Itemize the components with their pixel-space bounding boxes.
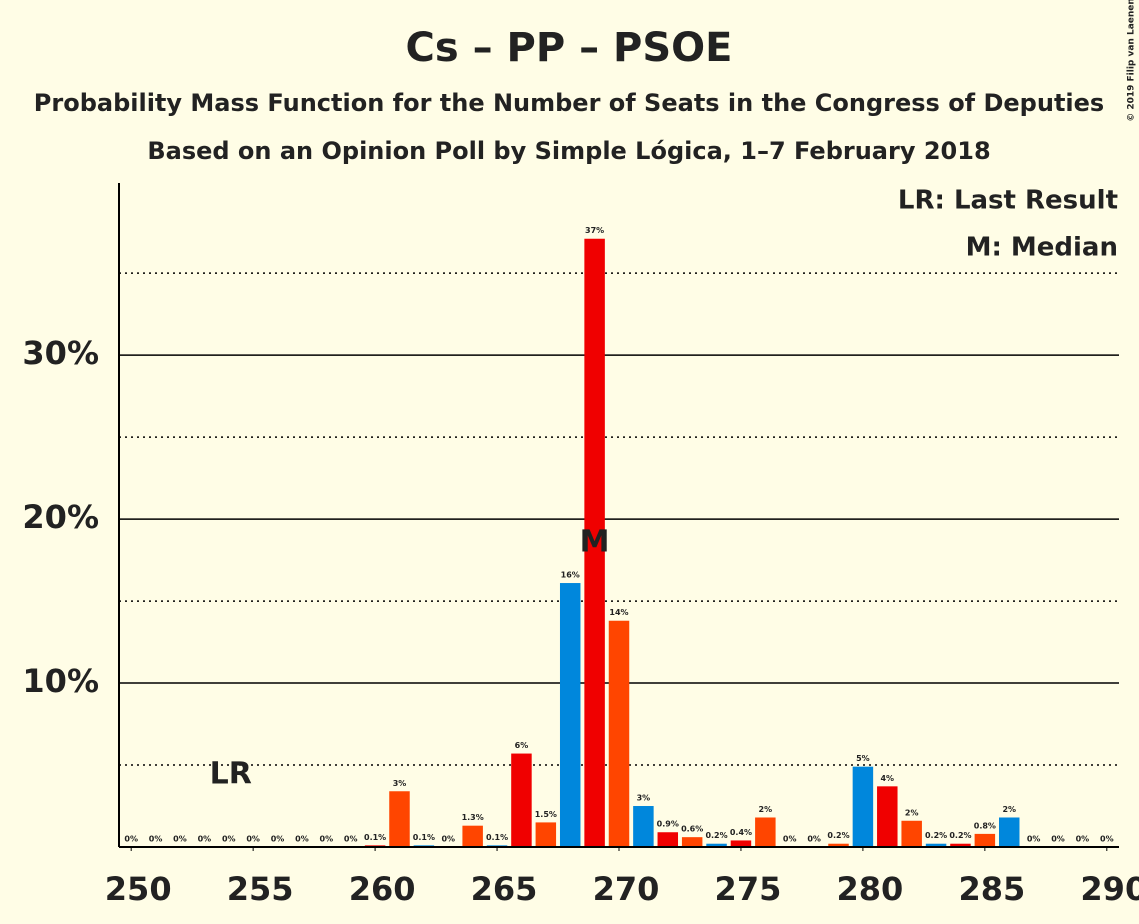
value-label: 0.8%: [974, 821, 996, 830]
bar: [950, 843, 971, 847]
x-tick-label: 280: [837, 870, 904, 908]
bar: [511, 753, 532, 847]
last-result-marker: LR: [210, 757, 252, 792]
chart-subtitle: Probability Mass Function for the Number…: [34, 89, 1104, 117]
value-label: 37%: [585, 226, 604, 235]
value-label: 0%: [222, 835, 236, 844]
bar: [925, 843, 947, 847]
chart-title: Cs – PP – PSOE: [406, 25, 733, 71]
value-label: 0.2%: [949, 831, 971, 840]
value-label: 0.1%: [413, 833, 435, 842]
value-label: 0.6%: [681, 825, 703, 834]
value-label: 16%: [561, 571, 580, 580]
bar: [999, 817, 1020, 847]
value-label: 0%: [441, 835, 455, 844]
value-label: 2%: [1002, 805, 1016, 814]
chart-subtitle: Based on an Opinion Poll by Simple Lógic…: [147, 137, 990, 165]
value-label: 4%: [880, 774, 894, 783]
value-label: 0%: [807, 835, 821, 844]
bar: [462, 825, 483, 847]
bar: [730, 840, 752, 847]
value-label: 0%: [149, 835, 163, 844]
value-label: 0%: [271, 835, 285, 844]
value-label: 0.1%: [364, 833, 386, 842]
value-label: 0.2%: [827, 831, 849, 840]
value-label: 1.3%: [462, 813, 484, 822]
x-tick-label: 255: [227, 870, 294, 908]
bar: [584, 238, 605, 847]
value-label: 0%: [1076, 835, 1090, 844]
x-tick-label: 250: [105, 870, 172, 908]
value-label: 6%: [515, 741, 529, 750]
value-label: 0%: [344, 835, 358, 844]
value-label: 0%: [173, 835, 187, 844]
bar: [559, 583, 581, 847]
value-label: 0%: [1027, 835, 1041, 844]
value-label: 0%: [246, 835, 260, 844]
value-label: 0.2%: [925, 831, 947, 840]
bar: [828, 843, 849, 847]
value-label: 2%: [759, 805, 773, 814]
value-label: 2%: [905, 808, 919, 817]
median-marker: M: [580, 524, 610, 559]
value-label: 14%: [609, 608, 628, 617]
bar: [633, 806, 654, 847]
x-tick-label: 275: [715, 870, 782, 908]
bar: [657, 832, 679, 847]
value-label: 0%: [295, 835, 309, 844]
legend-entry: M: Median: [966, 233, 1118, 263]
bar: [755, 817, 776, 847]
x-tick-label: 260: [349, 870, 416, 908]
value-label: 1.5%: [535, 810, 557, 819]
value-label: 0%: [320, 835, 334, 844]
value-label: 0%: [198, 835, 212, 844]
bar: [389, 791, 410, 847]
bar: [681, 837, 703, 847]
value-label: 3%: [393, 779, 407, 788]
x-tick-label: 285: [958, 870, 1025, 908]
y-tick-label: 30%: [22, 334, 99, 372]
value-label: 0.4%: [730, 828, 752, 837]
value-label: 0%: [124, 835, 138, 844]
bar: [535, 822, 557, 847]
bar: [974, 833, 996, 847]
x-tick-label: 290: [1080, 870, 1139, 908]
value-label: 0.9%: [657, 820, 679, 829]
bar: [877, 786, 898, 847]
y-tick-label: 10%: [22, 662, 99, 700]
y-tick-label: 20%: [22, 498, 99, 536]
bar: [901, 820, 922, 847]
copyright: © 2019 Filip van Laenen: [1127, 0, 1137, 122]
value-label: 0.2%: [705, 831, 727, 840]
value-label: 0%: [1051, 835, 1065, 844]
value-label: 0%: [783, 835, 797, 844]
value-label: 0%: [1100, 835, 1114, 844]
bar: [608, 620, 630, 847]
bar: [852, 766, 874, 847]
legend-entry: LR: Last Result: [898, 186, 1118, 216]
value-label: 0.1%: [486, 833, 508, 842]
x-tick-label: 270: [593, 870, 660, 908]
value-label: 3%: [637, 794, 651, 803]
value-label: 5%: [856, 754, 870, 763]
bar: [706, 843, 727, 847]
x-tick-label: 265: [471, 870, 538, 908]
